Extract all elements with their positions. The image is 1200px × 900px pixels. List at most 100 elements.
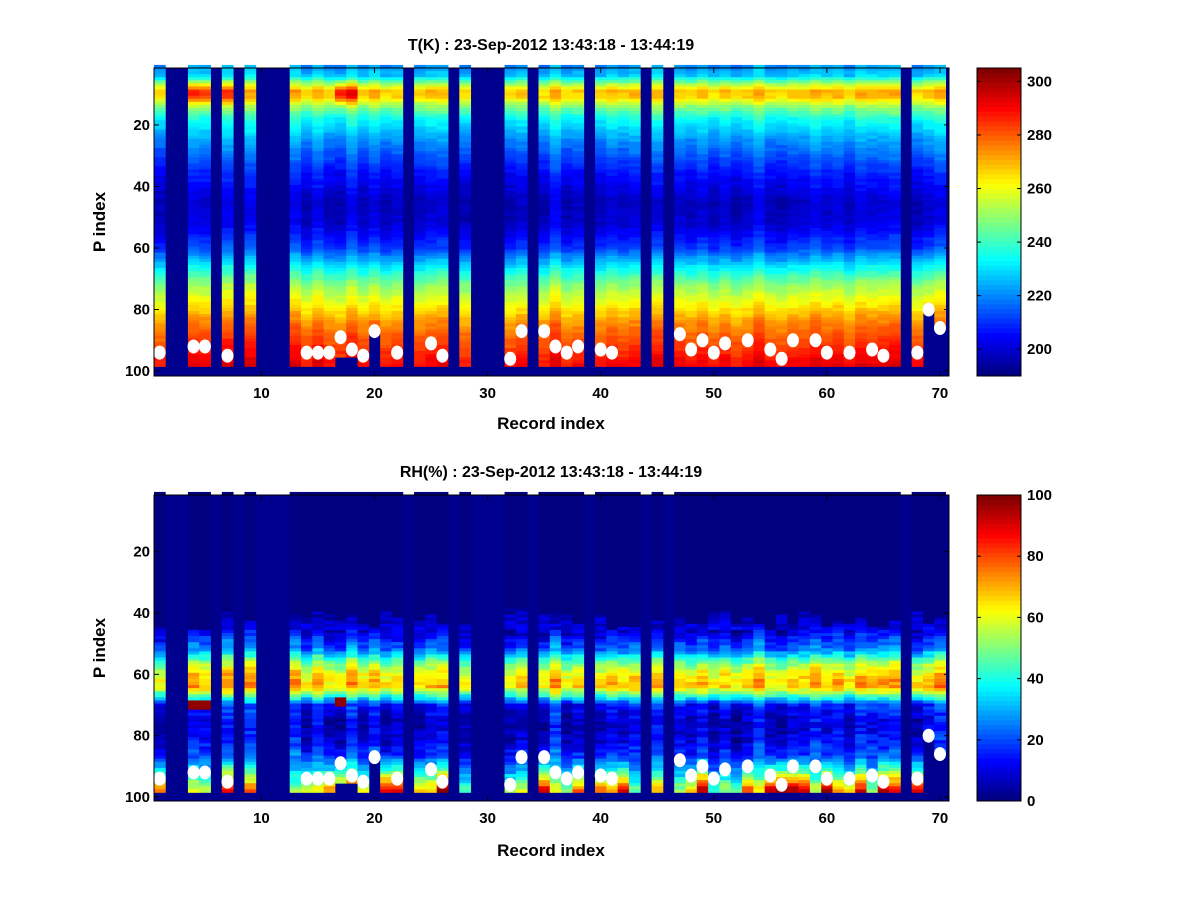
heatmap-cell (346, 249, 358, 254)
heatmap-cell (628, 274, 641, 278)
heatmap-cell (730, 101, 743, 106)
heatmap-cell (425, 249, 438, 254)
heatmap-cell (855, 117, 867, 121)
heatmap-cell (798, 271, 811, 275)
heatmap-cell (628, 132, 641, 137)
heatmap-cell (889, 326, 901, 330)
heatmap-cell (380, 181, 392, 186)
heatmap-cell (221, 301, 234, 306)
heatmap-cell (708, 188, 720, 192)
heatmap-cell (436, 181, 449, 186)
heatmap-cell (685, 74, 698, 78)
heatmap-cell (459, 129, 472, 134)
heatmap-cell (753, 341, 766, 346)
heatmap-cell (199, 98, 211, 103)
heatmap-cell (187, 206, 200, 210)
heatmap-cell (889, 341, 901, 346)
heatmap-cell (572, 169, 585, 174)
heatmap-cell (832, 277, 845, 281)
heatmap-cell (628, 218, 641, 223)
heatmap-cell (742, 175, 754, 180)
heatmap-cell (674, 95, 686, 100)
heatmap-cell (595, 255, 607, 260)
heatmap-cell (346, 209, 358, 214)
heatmap-cell (719, 292, 732, 297)
heatmap-cell (617, 172, 630, 177)
heatmap-cell (334, 283, 347, 287)
heatmap-cell (775, 86, 788, 90)
heatmap-cell (187, 228, 200, 232)
heatmap-cell (414, 268, 426, 272)
heatmap-cell (798, 351, 811, 355)
heatmap-cell (696, 304, 709, 309)
heatmap-cell (312, 206, 325, 210)
heatmap-cell (651, 224, 664, 229)
heatmap-cell (821, 104, 833, 109)
heatmap-cell (832, 154, 845, 158)
heatmap-cell (719, 154, 732, 158)
heatmap-cell (312, 178, 325, 183)
heatmap-cell (843, 215, 856, 220)
heatmap-cell (911, 68, 924, 72)
heatmap-cell (301, 304, 313, 309)
heatmap-cell (889, 304, 901, 309)
heatmap-cell (289, 283, 302, 287)
heatmap-cell (889, 246, 901, 250)
heatmap-cell (391, 317, 404, 321)
heatmap-cell (719, 277, 732, 281)
heatmap-cell (742, 295, 754, 300)
heatmap-cell (855, 332, 867, 337)
heatmap-cell (346, 215, 358, 220)
heatmap-cell (911, 108, 924, 112)
heatmap-cell (561, 301, 573, 306)
heatmap-cell (459, 181, 472, 186)
heatmap-cell (708, 175, 720, 180)
heatmap-cell (775, 283, 788, 287)
heatmap-cell (289, 280, 302, 284)
heatmap-cell (323, 243, 336, 247)
heatmap-cell (154, 335, 166, 340)
heatmap-cell (685, 323, 698, 327)
heatmap-cell (855, 114, 867, 118)
heatmap-cell (323, 271, 336, 275)
heatmap-cell (504, 289, 517, 294)
heatmap-cell (821, 74, 833, 78)
heatmap-cell (357, 126, 370, 130)
heatmap-cell (787, 280, 799, 284)
heatmap-cell (889, 200, 901, 204)
heatmap-cell (787, 255, 799, 260)
heatmap-cell (561, 335, 573, 340)
heatmap-cell (719, 314, 732, 318)
heatmap-cell (323, 268, 336, 272)
heatmap-cell (708, 95, 720, 100)
heatmap-cell (911, 71, 924, 75)
heatmap-cell (595, 215, 607, 220)
heatmap-cell (617, 304, 630, 309)
heatmap-cell (515, 292, 528, 297)
heatmap-cell (154, 203, 166, 207)
heatmap-cell (866, 117, 879, 121)
heatmap-cell (855, 304, 867, 309)
heatmap-cell (911, 160, 924, 164)
heatmap-cell (368, 175, 381, 180)
heatmap-cell (380, 101, 392, 106)
heatmap-cell (221, 77, 234, 81)
heatmap-cell (911, 191, 924, 195)
heatmap-cell (549, 240, 562, 244)
heatmap-cell (504, 141, 517, 146)
heatmap-cell (775, 197, 788, 201)
heatmap-cell (323, 123, 336, 127)
heatmap-cell (380, 89, 392, 94)
heatmap-cell (809, 135, 822, 140)
heatmap-cell (832, 332, 845, 337)
heatmap-cell (357, 234, 370, 238)
heatmap-cell (199, 258, 211, 263)
heatmap-cell (312, 120, 325, 124)
heatmap-cell (414, 228, 426, 232)
heatmap-cell (357, 304, 370, 309)
heatmap-cell (775, 154, 788, 158)
heatmap-cell (651, 68, 664, 72)
heatmap-cell (301, 194, 313, 198)
heatmap-cell (708, 255, 720, 260)
heatmap-cell (244, 188, 257, 192)
